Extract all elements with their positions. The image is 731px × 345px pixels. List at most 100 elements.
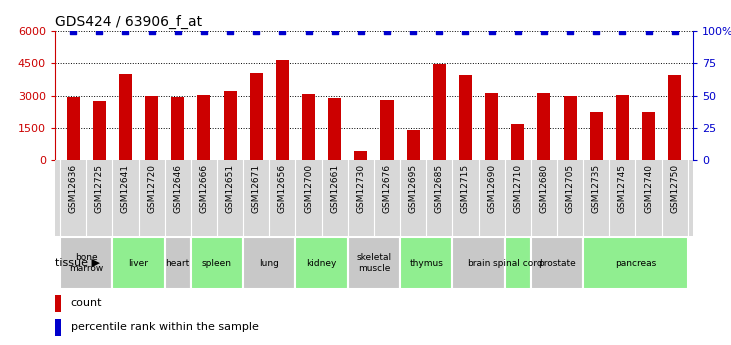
FancyBboxPatch shape bbox=[400, 237, 452, 289]
Bar bbox=[93, 101, 106, 160]
Text: GSM12735: GSM12735 bbox=[591, 164, 601, 213]
Text: GSM12745: GSM12745 bbox=[618, 164, 627, 213]
Bar bbox=[119, 74, 132, 160]
Bar bbox=[459, 75, 472, 160]
Point bbox=[381, 28, 393, 34]
Text: GSM12705: GSM12705 bbox=[566, 164, 575, 213]
Text: GSM12680: GSM12680 bbox=[539, 164, 548, 213]
Text: spleen: spleen bbox=[202, 258, 232, 268]
Point bbox=[172, 28, 183, 34]
Text: liver: liver bbox=[129, 258, 148, 268]
Text: prostate: prostate bbox=[538, 258, 576, 268]
Bar bbox=[668, 75, 681, 160]
Bar bbox=[485, 92, 498, 160]
FancyBboxPatch shape bbox=[452, 237, 504, 289]
FancyBboxPatch shape bbox=[113, 237, 164, 289]
Text: heart: heart bbox=[166, 258, 190, 268]
Point bbox=[460, 28, 471, 34]
Bar bbox=[55, 319, 61, 336]
FancyBboxPatch shape bbox=[504, 237, 531, 289]
Point bbox=[538, 28, 550, 34]
Point bbox=[407, 28, 419, 34]
Point bbox=[120, 28, 132, 34]
Point bbox=[276, 28, 288, 34]
Point bbox=[355, 28, 367, 34]
Text: percentile rank within the sample: percentile rank within the sample bbox=[71, 323, 259, 333]
Text: GSM12656: GSM12656 bbox=[278, 164, 287, 213]
Text: GSM12676: GSM12676 bbox=[382, 164, 392, 213]
Point bbox=[329, 28, 341, 34]
Text: GSM12651: GSM12651 bbox=[226, 164, 235, 213]
Point bbox=[433, 28, 445, 34]
FancyBboxPatch shape bbox=[583, 237, 688, 289]
Point bbox=[145, 28, 157, 34]
FancyBboxPatch shape bbox=[60, 237, 113, 289]
Text: GSM12685: GSM12685 bbox=[435, 164, 444, 213]
Point bbox=[198, 28, 210, 34]
FancyBboxPatch shape bbox=[164, 237, 191, 289]
Text: GSM12646: GSM12646 bbox=[173, 164, 182, 213]
Text: GSM12750: GSM12750 bbox=[670, 164, 679, 213]
FancyBboxPatch shape bbox=[531, 237, 583, 289]
Bar bbox=[355, 151, 368, 160]
Point bbox=[250, 28, 262, 34]
Bar bbox=[642, 112, 655, 160]
Text: GSM12710: GSM12710 bbox=[513, 164, 522, 213]
Bar bbox=[511, 124, 524, 160]
FancyBboxPatch shape bbox=[191, 237, 243, 289]
Text: tissue ▶: tissue ▶ bbox=[55, 258, 100, 268]
Bar bbox=[55, 295, 61, 312]
Text: count: count bbox=[71, 298, 102, 308]
Point bbox=[94, 28, 105, 34]
Text: GSM12740: GSM12740 bbox=[644, 164, 653, 213]
Bar bbox=[67, 97, 80, 160]
Text: GSM12715: GSM12715 bbox=[461, 164, 470, 213]
Text: GSM12695: GSM12695 bbox=[409, 164, 417, 213]
Bar bbox=[590, 112, 603, 160]
Bar bbox=[406, 130, 420, 160]
Text: GSM12725: GSM12725 bbox=[95, 164, 104, 213]
Point bbox=[512, 28, 523, 34]
Point bbox=[591, 28, 602, 34]
Text: GSM12641: GSM12641 bbox=[121, 164, 130, 213]
Text: lung: lung bbox=[260, 258, 279, 268]
Text: bone
marrow: bone marrow bbox=[69, 253, 103, 273]
Text: pancreas: pancreas bbox=[615, 258, 656, 268]
Point bbox=[564, 28, 576, 34]
Point bbox=[486, 28, 498, 34]
Point bbox=[67, 28, 79, 34]
Point bbox=[303, 28, 314, 34]
Text: GSM12666: GSM12666 bbox=[200, 164, 208, 213]
Text: GSM12690: GSM12690 bbox=[487, 164, 496, 213]
Bar bbox=[145, 96, 158, 160]
Text: GDS424 / 63906_f_at: GDS424 / 63906_f_at bbox=[55, 14, 202, 29]
Text: thymus: thymus bbox=[409, 258, 443, 268]
Point bbox=[224, 28, 236, 34]
Bar bbox=[380, 100, 393, 160]
Point bbox=[616, 28, 628, 34]
Bar bbox=[224, 91, 237, 160]
Text: GSM12730: GSM12730 bbox=[356, 164, 366, 213]
FancyBboxPatch shape bbox=[243, 237, 295, 289]
FancyBboxPatch shape bbox=[348, 237, 400, 289]
Bar bbox=[171, 97, 184, 160]
Bar bbox=[302, 93, 315, 160]
Text: brain: brain bbox=[467, 258, 491, 268]
Point bbox=[643, 28, 654, 34]
FancyBboxPatch shape bbox=[295, 237, 348, 289]
Bar bbox=[276, 60, 289, 160]
Text: skeletal
muscle: skeletal muscle bbox=[356, 253, 392, 273]
Bar bbox=[433, 65, 446, 160]
Text: GSM12720: GSM12720 bbox=[147, 164, 156, 213]
Text: GSM12700: GSM12700 bbox=[304, 164, 313, 213]
Text: GSM12636: GSM12636 bbox=[69, 164, 77, 213]
Text: kidney: kidney bbox=[306, 258, 337, 268]
Bar bbox=[564, 96, 577, 160]
Bar bbox=[616, 95, 629, 160]
Bar bbox=[328, 98, 341, 160]
Bar bbox=[197, 95, 211, 160]
Text: GSM12661: GSM12661 bbox=[330, 164, 339, 213]
Text: spinal cord: spinal cord bbox=[493, 258, 542, 268]
Text: GSM12671: GSM12671 bbox=[251, 164, 261, 213]
Bar bbox=[537, 92, 550, 160]
